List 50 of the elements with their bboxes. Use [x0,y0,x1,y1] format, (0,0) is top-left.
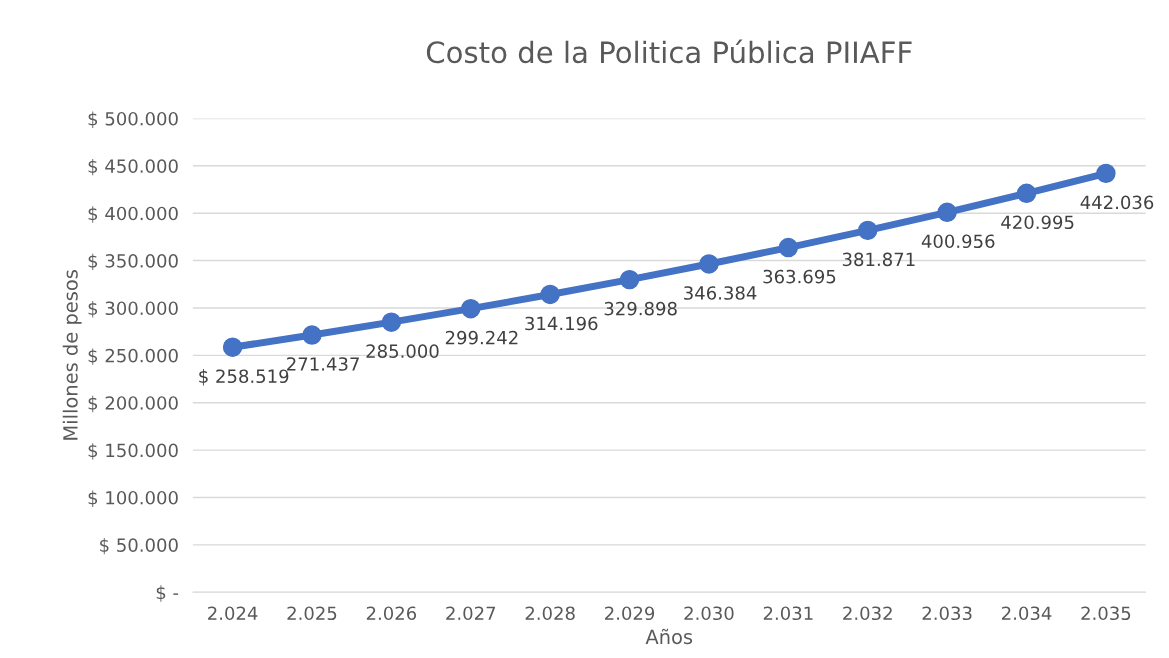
point [858,220,878,241]
point [1096,163,1116,184]
data-label: 442.036 [1080,195,1154,210]
y-tick-label: $ 350.000 [88,253,178,271]
point [1016,183,1037,204]
x-tick-label: 2.035 [1081,606,1131,621]
y-tick-label: $ 100.000 [88,490,178,507]
x-axis-title: Años [645,628,693,645]
data-label: 285.000 [366,344,439,358]
y-tick-label: $ 400.000 [88,206,178,223]
y-axis-title: Millones de pesos [62,270,82,440]
data-label: 346.384 [684,286,757,300]
chart-title: Costo de la Politica Pública PIIAFF [426,39,912,64]
y-tick-label: $ - [156,585,179,602]
data-label: 400.956 [921,234,995,249]
x-tick-label: 2.027 [446,606,496,621]
y-tick-label: $ 450.000 [88,158,178,176]
point [302,325,322,345]
point [619,269,640,290]
y-tick-label: $ 250.000 [88,348,178,365]
data-label: 420.995 [1001,215,1074,230]
x-tick-label: 2.026 [366,606,417,621]
point [540,284,560,305]
y-tick-label: $ 300.000 [88,301,178,318]
point [461,298,481,319]
data-label: 271.437 [287,357,359,371]
x-tick-label: 2.028 [525,606,575,621]
point [937,202,957,223]
y-tick-label: $ 50.000 [100,537,178,555]
data-label: 329.898 [604,301,677,316]
data-label: $ 258.519 [199,369,289,386]
x-tick-label: 2.032 [843,606,892,621]
y-tick-label: $ 500.000 [88,111,178,128]
point [381,312,402,332]
point [778,237,799,258]
y-tick-label: $ 150.000 [88,443,178,460]
point [222,337,243,357]
data-label: 314.196 [525,316,598,331]
x-tick-label: 2.024 [208,606,258,621]
x-tick-label: 2.030 [684,606,734,621]
x-tick-label: 2.025 [287,606,337,621]
x-tick-label: 2.029 [605,606,655,621]
data-label: 299.242 [445,330,518,345]
data-label: 363.695 [763,269,836,284]
x-tick-label: 2.034 [1002,606,1052,621]
data-label: 381.871 [842,252,915,267]
x-tick-label: 2.031 [763,606,813,621]
point [699,254,719,274]
x-tick-label: 2.033 [922,606,972,621]
y-tick-label: $ 200.000 [88,395,178,413]
